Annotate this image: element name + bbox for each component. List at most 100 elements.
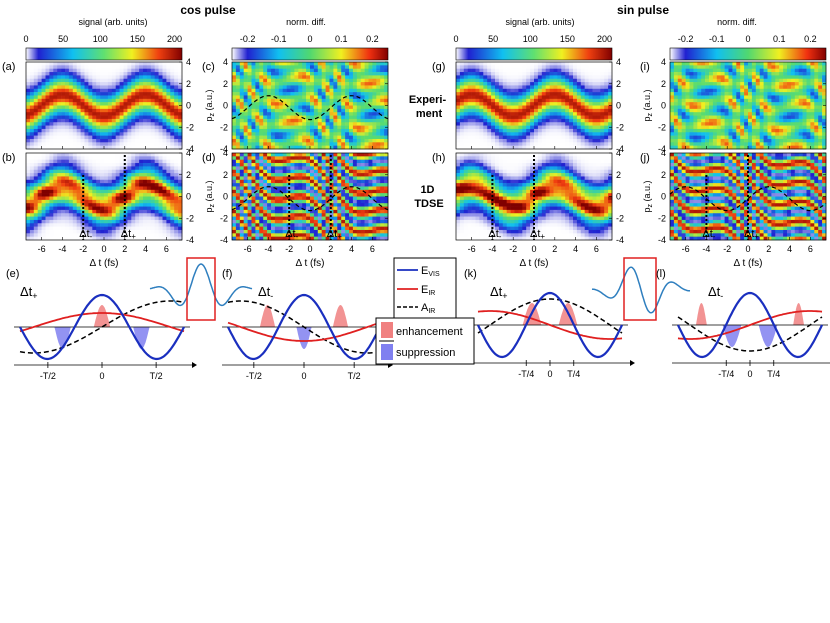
heatmap-cell [131,88,136,93]
heatmap-cell [243,159,248,164]
heatmap-cell [174,166,179,171]
heatmap-cell [68,88,74,93]
heatmap-cell [514,125,519,130]
heatmap-cell [271,229,276,234]
heatmap-cell [115,118,120,123]
heatmap-cell [530,112,535,116]
heatmap-cell [162,72,167,76]
heatmap-cell [349,78,354,83]
heatmap-cell [119,92,124,96]
heatmap-cell [243,153,248,157]
heatmap-cell [76,156,81,160]
heatmap-cell [26,233,31,237]
heatmap-cell [534,138,539,143]
heatmap-cell [26,176,31,181]
heatmap-cell [459,122,465,126]
heatmap-cell [139,92,144,96]
heatmap-cell [298,62,303,66]
heatmap-cell [313,118,319,123]
heatmap-cell [514,72,519,76]
heatmap-cell [170,176,175,181]
heatmap-cell [72,145,77,150]
heatmap-cell [267,132,272,136]
heatmap-cell [111,223,116,227]
heatmap-cell [368,132,373,136]
heatmap-cell [72,153,77,157]
heatmap-cell [545,138,550,143]
heatmap-cell [243,78,248,83]
heatmap-cell [65,68,70,73]
heatmap-cell [76,105,81,110]
heatmap-cell [154,176,159,181]
heatmap-cell [76,163,81,167]
heatmap-cell [247,183,252,187]
heatmap-cell [232,159,237,164]
heatmap-cell [115,209,120,214]
heatmap-cell [154,209,159,214]
heatmap-cell [76,199,81,204]
heatmap-cell [235,62,241,66]
heatmap-cell [135,122,140,126]
heatmap-cell [139,65,144,69]
heatmap-cell [290,159,295,164]
heatmap-cell [100,78,105,83]
colorbar-gradient [670,48,826,60]
heatmap-cell [376,199,381,204]
heatmap-cell [534,108,539,113]
heatmap-cell [135,169,140,174]
heatmap-cell [166,108,171,113]
heatmap-cell [26,199,31,204]
heatmap-cell [549,105,554,110]
heatmap-cell [80,193,85,197]
heatmap-cell [290,145,295,150]
heatmap-cell [376,95,381,100]
heatmap-cell [111,186,116,191]
heatmap-cell [127,132,132,136]
heatmap-cell [65,85,70,90]
heatmap-cell [174,193,179,197]
heatmap-cell [510,92,515,96]
heatmap-cell [298,105,303,110]
heatmap-cell [341,189,346,194]
heatmap-cell [104,142,109,146]
heatmap-cell [530,145,535,150]
heatmap-cell [68,203,74,207]
heatmap-cell [341,108,346,113]
heatmap-cell [68,98,74,103]
heatmap-cell [325,159,330,164]
heatmap-cell [96,142,101,146]
heatmap-cell [282,115,287,120]
heatmap-cell [247,213,252,217]
heatmap-cell [368,159,373,164]
heatmap-cell [127,216,132,221]
heatmap-cell [313,75,319,80]
heatmap-cell [57,186,62,191]
heatmap-cell [76,169,81,174]
heatmap-cell [325,132,330,136]
heatmap-cell [317,135,322,140]
heatmap-cell [37,229,42,234]
heatmap-cell [107,72,113,76]
heatmap-cell [162,88,167,93]
heatmap-cell [384,159,389,164]
heatmap-cell [325,179,330,184]
heatmap-cell [115,213,120,217]
heatmap-cell [263,118,268,123]
heatmap-cell [368,72,373,76]
heatmap-cell [356,118,361,123]
heatmap-cell [84,159,89,164]
heatmap-cell [545,102,550,106]
heatmap-cell [267,88,272,93]
heatmap-cell [123,78,128,83]
heatmap-cell [41,132,46,136]
heatmap-cell [345,203,350,207]
heatmap-cell [298,233,303,237]
heatmap-cell [131,132,136,136]
heatmap-cell [41,199,46,204]
heatmap-cell [518,72,523,76]
heatmap-cell [483,78,488,83]
heatmap-cell [41,223,46,227]
heatmap-cell [372,118,377,123]
heatmap-cell [471,75,476,80]
heatmap-cell [37,145,42,150]
